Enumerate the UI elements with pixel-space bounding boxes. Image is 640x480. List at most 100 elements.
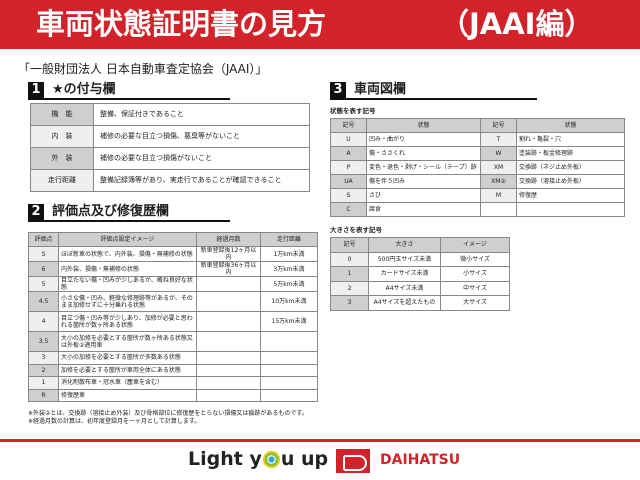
table-row: 3.5 大小の加修を必要とする箇所が数ヶ所ある状態又は外板②適用車 [28,331,318,352]
table-row: 1 カードサイズ未満 小サイズ [330,266,510,282]
table-cell: 1 [28,376,59,390]
table-cell: U [330,132,367,147]
table-cell: カードサイズ未満 [368,266,441,282]
column-header: イメージ [440,237,510,253]
table-cell: 2 [330,280,369,296]
table-cell: ほぼ新車の状態で、内外装、損傷・無補修の状態 [58,246,197,262]
column-header: 記号 [330,237,369,253]
table-cell: 500円玉サイズ未満 [368,251,441,267]
table-cell: 修復歴 [516,188,625,203]
table-row: S ほぼ新車の状態で、内外装、損傷・無補修の状態 新車登録後12ヶ月以内 1万km未満 [28,246,318,262]
table-row: 走行距離 整備記録簿等があり、実走行であることが確認できること [30,169,310,192]
rainbow-o-icon [262,450,280,468]
slogan-text: Light y [188,448,262,470]
page-header: 車両状態証明書の見方 （JAAI編） [0,0,640,49]
table-row: S さび M 修復歴 [330,188,625,203]
table-row: U 凹み・曲がり T 割れ・亀裂・穴 [330,132,625,147]
table-cell: 6 [28,261,59,277]
table-row: 1 消化剤散布車・冠水車（塵車を含む） [28,376,318,390]
table-cell: 変色・退色・剥げ・シール（テープ）跡 [366,160,481,175]
table-cell [196,291,261,312]
criteria-label: 機 能 [30,103,94,126]
table-cell [196,363,261,377]
table-cell: 1 [330,266,369,282]
table-cell [196,331,261,352]
table-cell [260,388,318,402]
column-header: 走行距離 [260,232,318,247]
column-header: 大きさ [368,237,441,253]
column-header: 経過月数 [196,232,261,247]
slogan-logo: Light y u up [188,448,328,470]
page-title: 車両状態証明書の見方 [36,7,327,41]
table-cell: C [330,202,367,217]
table-row: 内 装補修の必要な目立つ損傷、悪臭等がないこと [30,125,310,148]
footnotes: ※外装②とは、交換跡（溶接止め外装）及び骨格部位に修復歴をとらない損傷又は痕跡が… [28,410,318,426]
table-cell: 5万km未満 [260,276,318,292]
section-title: ★の付与欄 [52,82,116,97]
state-symbols-table: 記号 状態 記号 状態 U 凹み・曲がり T 割れ・亀裂・穴 A 傷・ささくれ W 塗装跡・板金修理跡… [330,118,625,217]
section-number: 3 [330,82,346,98]
column-header: 状態 [516,118,625,133]
table-row: UA 傷を伴う凹み XM② 交換跡（溶接止め外板） [330,174,625,189]
section-number: 1 [28,82,44,98]
table-cell: W [480,146,517,161]
section-1-heading: 1 ★の付与欄 [28,82,230,100]
table-cell: 傷・ささくれ [366,146,481,161]
table-row: C 腐食 [330,202,625,217]
column-header: 記号 [330,118,367,133]
footnote: ※外装②とは、交換跡（溶接止め外装）及び骨格部位に修復歴をとらない損傷又は痕跡が… [28,410,308,417]
table-cell: 塗装跡・板金修理跡 [516,146,625,161]
table-row: 外 装補修の必要な目立つ損傷がないこと [30,147,310,170]
table-row: 6 内外装、損傷・無補修の状態 新車登録後36ヶ月以内 3万km未満 [28,261,318,277]
table-cell: 消化剤散布車・冠水車（塵車を含む） [58,376,197,390]
organization-name: 「一般財団法人 日本自動車査定協会（JAAI）」 [18,62,268,76]
table-cell: A4サイズ未満 [368,280,441,296]
criteria-label: 内 装 [30,125,94,148]
table-cell: A4サイズを超えたもの [368,295,441,311]
table-cell [260,351,318,365]
table-cell: 3 [28,351,59,365]
footnote: ※経過月数の計算は、初年度登録月を一ヶ月として計算します。 [28,418,201,425]
daihatsu-mark-icon [336,449,370,473]
star-criteria-table: 機 能整備、保証付きであること内 装補修の必要な目立つ損傷、悪臭等がないこと外 … [30,103,310,192]
table-cell: A [330,146,367,161]
section-title: 評価点及び修復歴欄 [52,204,170,219]
table-cell: XM [480,160,517,175]
table-cell: 4 [28,311,59,332]
table-row: 4.5 小さな傷・凹み、軽微な修理跡等があるが、そのまま加修せずに十分乗れる状態 1… [28,291,318,312]
table-cell: M [480,188,517,203]
table-cell: 5 [28,276,59,292]
table-row: 2 A4サイズ未満 中サイズ [330,280,510,296]
table-row: 3 A4サイズを超えたもの 大サイズ [330,295,510,311]
table-row: 2 加修を必要とする箇所が車両全体にある状態 [28,363,318,377]
table-row: P 変色・退色・剥げ・シール（テープ）跡 XM 交換跡（ネジ止め外板） [330,160,625,175]
table-cell: 0 [330,251,369,267]
table-row: R 修復歴車 [28,388,318,402]
table-cell: P [330,160,367,175]
table-cell: 傷を伴う凹み [366,174,481,189]
table-cell: 凹み・曲がり [366,132,481,147]
table-cell: 目立つ傷・凹み等が少しあり、加修が必要と思われる箇所が数ヶ所ある状態 [58,311,197,332]
column-header: 評価点設定イメージ [58,232,197,247]
table-row: 4 目立つ傷・凹み等が少しあり、加修が必要と思われる箇所が数ヶ所ある状態 15万km… [28,311,318,332]
table-cell: S [330,188,367,203]
table-cell: 微小サイズ [440,251,510,267]
brand-name: DAIHATSU [380,452,461,468]
table-cell: さび [366,188,481,203]
criteria-label: 外 装 [30,147,94,170]
table-cell: R [28,388,59,402]
criteria-text: 整備記録簿等があり、実走行であることが確認できること [93,169,310,192]
table-cell: 腐食 [366,202,481,217]
section-title: 車両図欄 [354,82,407,97]
table-cell: 4.5 [28,291,59,312]
section-3-heading: 3 車両図欄 [330,82,537,100]
column-header: 状態 [366,118,481,133]
table-cell: 交換跡（ネジ止め外板） [516,160,625,175]
table-cell: 大サイズ [440,295,510,311]
footer-divider [0,439,640,442]
table-cell [196,376,261,390]
table-cell: 3 [330,295,369,311]
table-cell: 内外装、損傷・無補修の状態 [58,261,197,277]
table-cell [516,202,625,217]
table-cell: 10万km未満 [260,291,318,312]
